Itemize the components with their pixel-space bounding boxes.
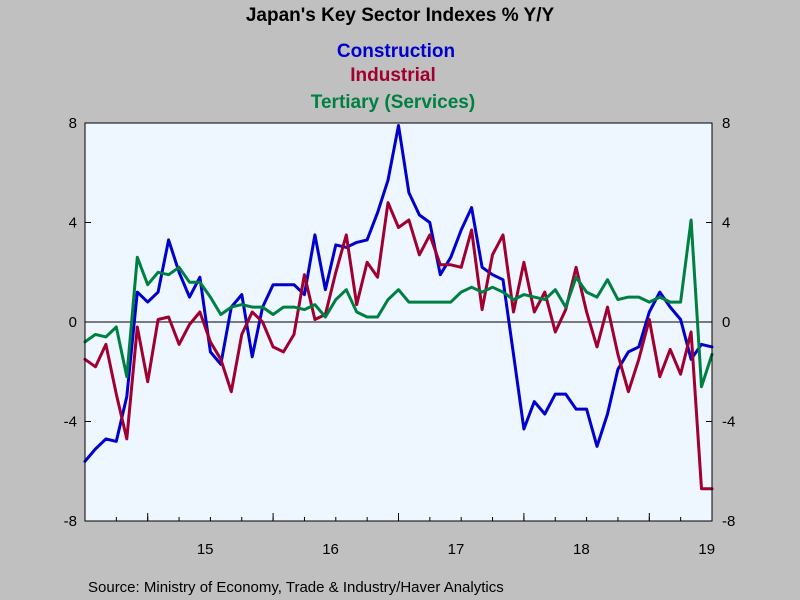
y-tick-label-left: 8: [69, 115, 77, 132]
y-tick-label-right: 0: [722, 314, 730, 331]
x-tick-label: 17: [448, 541, 465, 558]
legend-entry-tertiary-services: Tertiary (Services): [311, 92, 475, 113]
y-tick-label-left: 0: [69, 314, 77, 331]
series-line-industrial: [83, 201, 714, 491]
x-tick-label: 18: [573, 541, 590, 558]
legend-entry-industrial: Industrial: [350, 65, 436, 86]
legend-entry-construction: Construction: [337, 41, 455, 62]
y-tick-label-left: -8: [64, 513, 77, 530]
y-tick-label-left: -4: [64, 414, 77, 431]
x-tick-label: 16: [322, 541, 339, 558]
series-line-construction: [83, 124, 714, 463]
source-note: Source: Ministry of Economy, Trade & Ind…: [88, 579, 504, 596]
chart-title: Japan's Key Sector Indexes % Y/Y: [246, 5, 555, 26]
y-tick-label-right: 8: [722, 115, 730, 132]
y-tick-label-right: -4: [722, 414, 735, 431]
y-tick-label-right: -8: [722, 513, 735, 530]
x-tick-label: 19: [698, 541, 715, 558]
plot-frame: [84, 122, 713, 522]
y-tick-label-left: 4: [69, 215, 77, 232]
y-tick-label-right: 4: [722, 215, 730, 232]
axis-labels: 8 8 4 4 0 0 -4 -4 -8 -8 15 16 17 18 19: [64, 115, 736, 558]
series-line-tertiary-services: [83, 218, 714, 389]
x-tick-label: 15: [197, 541, 214, 558]
series-lines: [83, 124, 714, 491]
